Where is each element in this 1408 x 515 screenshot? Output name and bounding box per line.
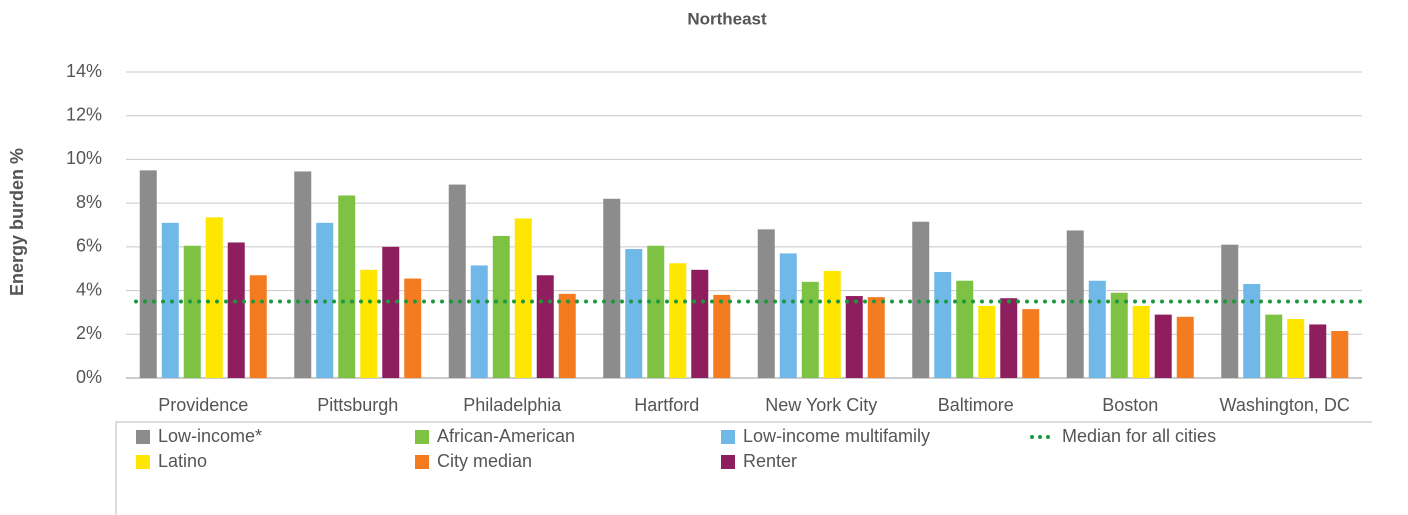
bar [1022,309,1040,378]
x-tick-label: Pittsburgh [317,395,398,415]
bar [912,221,930,378]
bar [691,269,709,378]
bar [514,218,532,378]
bar [1287,318,1305,378]
bar [139,170,157,378]
y-tick-label: 2% [76,323,102,343]
y-axis-label: Energy burden % [7,148,27,296]
bar [1309,324,1327,378]
legend-swatch [721,455,735,469]
bar [647,245,665,378]
bar [1154,314,1172,378]
x-tick-label: Baltimore [938,395,1014,415]
bar [382,246,400,378]
legend-swatch [721,430,735,444]
y-tick-label: 8% [76,192,102,212]
legend-label: Median for all cities [1062,426,1216,446]
bar [183,245,201,378]
x-tick-label: Boston [1102,395,1158,415]
bar [470,265,488,378]
bar [845,296,863,378]
y-tick-label: 6% [76,236,102,256]
bar [1243,284,1261,378]
bar [558,293,576,378]
bar [1176,316,1194,378]
legend-swatch [136,430,150,444]
legend-swatch [136,455,150,469]
y-tick-label: 12% [66,104,102,124]
bar [249,275,267,378]
y-tick-label: 0% [76,367,102,387]
bar [867,297,885,378]
bar [603,198,621,378]
chart-title: Northeast [687,9,767,28]
bar [294,171,312,378]
legend-label: Low-income multifamily [743,426,930,446]
bar [1110,292,1128,378]
bar [360,269,378,378]
bar [1088,280,1106,378]
bar [1000,298,1018,378]
bar [492,235,510,378]
legend-label: Latino [158,451,207,471]
bar [1132,305,1150,378]
y-tick-label: 4% [76,279,102,299]
bar [669,263,687,378]
legend-label: Renter [743,451,797,471]
bar [1331,331,1349,378]
legend-label: African-American [437,426,575,446]
bar [779,253,797,378]
x-tick-label: Washington, DC [1220,395,1350,415]
bar [823,270,841,378]
bar [757,229,775,378]
bar [934,271,952,378]
bar [448,184,466,378]
bar [205,217,223,378]
x-tick-label: Hartford [634,395,699,415]
x-tick-label: New York City [765,395,877,415]
bar [536,275,554,378]
bar [1066,230,1084,378]
y-tick-label: 14% [66,61,102,81]
x-tick-label: Providence [158,395,248,415]
legend-label: City median [437,451,532,471]
bar [625,249,643,378]
bar [1221,244,1239,378]
bar [161,222,179,378]
bar [338,195,356,378]
bar [801,281,819,378]
x-tick-label: Philadelphia [463,395,562,415]
y-tick-label: 10% [66,148,102,168]
legend-swatch [415,455,429,469]
legend-box [115,421,1372,515]
bar [713,294,731,378]
bar [956,280,974,378]
bar [978,305,996,378]
legend-swatch [415,430,429,444]
legend-label: Low-income* [158,426,262,446]
bar [227,242,245,378]
bar [404,278,422,378]
bar [1265,314,1283,378]
